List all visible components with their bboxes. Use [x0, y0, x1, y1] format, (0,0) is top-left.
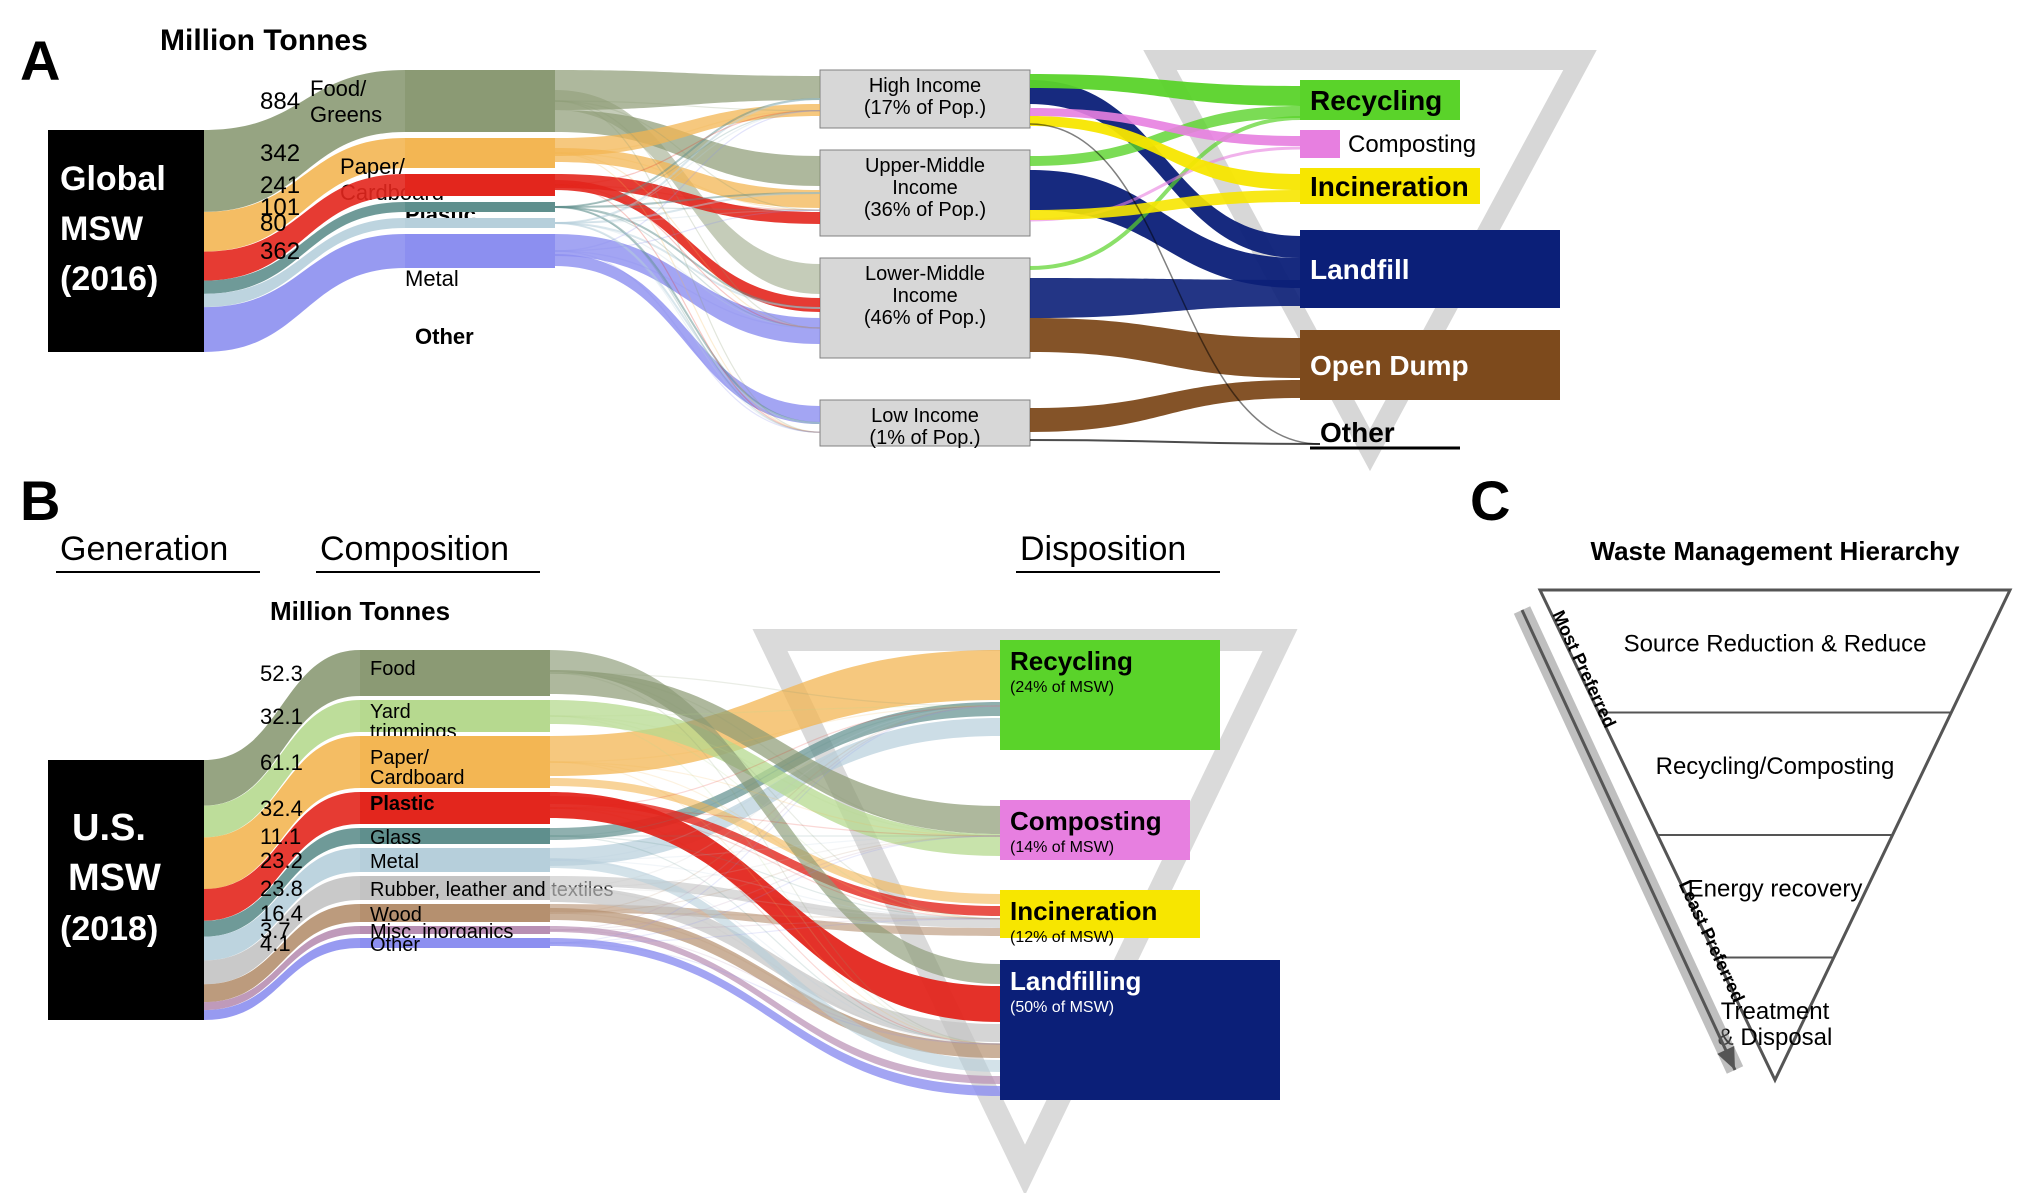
svg-text:(14% of MSW): (14% of MSW): [1010, 839, 1114, 856]
figure-svg: A Million Tonnes Global MSW (2016) 884 Food/Gr…: [0, 0, 2042, 1193]
svg-text:61.1: 61.1: [260, 750, 303, 775]
svg-text:Recycling/Composting: Recycling/Composting: [1656, 753, 1895, 780]
svg-text:Glass: Glass: [370, 827, 421, 849]
svg-text:& Disposal: & Disposal: [1718, 1024, 1833, 1051]
svg-text:Global: Global: [60, 160, 166, 198]
svg-text:(2018): (2018): [60, 910, 158, 948]
svg-text:Open Dump: Open Dump: [1310, 350, 1469, 381]
svg-text:Food: Food: [370, 658, 416, 680]
svg-text:Metal: Metal: [405, 266, 459, 291]
svg-text:32.1: 32.1: [260, 704, 303, 729]
svg-text:(46% of Pop.): (46% of Pop.): [864, 307, 986, 329]
svg-text:Million Tonnes: Million Tonnes: [270, 596, 450, 626]
svg-text:Food/: Food/: [310, 76, 367, 101]
svg-text:Disposition: Disposition: [1020, 530, 1186, 568]
svg-text:342: 342: [260, 140, 300, 167]
svg-text:B: B: [20, 469, 60, 532]
svg-text:High Income: High Income: [869, 75, 981, 97]
svg-text:Composting: Composting: [1348, 131, 1476, 158]
svg-text:Upper-Middle: Upper-Middle: [865, 155, 985, 177]
svg-text:Other: Other: [370, 934, 420, 956]
svg-text:23.2: 23.2: [260, 848, 303, 873]
svg-text:Cardboard: Cardboard: [370, 767, 465, 789]
svg-text:MSW: MSW: [68, 857, 161, 899]
svg-text:362: 362: [260, 238, 300, 265]
figure-root: A Million Tonnes Global MSW (2016) 884 Food/Gr…: [0, 0, 2042, 1193]
svg-text:Recycling: Recycling: [1010, 646, 1133, 676]
svg-text:(24% of MSW): (24% of MSW): [1010, 679, 1114, 696]
svg-text:Landfill: Landfill: [1310, 254, 1410, 285]
svg-text:C: C: [1470, 469, 1510, 532]
svg-text:U.S.: U.S.: [72, 807, 146, 849]
svg-text:Plastic: Plastic: [370, 793, 434, 815]
svg-text:32.4: 32.4: [260, 796, 303, 821]
svg-text:Million Tonnes: Million Tonnes: [160, 24, 368, 57]
svg-text:Waste Management Hierarchy: Waste Management Hierarchy: [1591, 536, 1960, 566]
svg-text:(12% of MSW): (12% of MSW): [1010, 929, 1114, 946]
svg-text:Energy recovery: Energy recovery: [1688, 875, 1863, 902]
svg-text:Generation: Generation: [60, 530, 228, 568]
svg-text:(2016): (2016): [60, 260, 158, 298]
svg-text:Landfilling: Landfilling: [1010, 966, 1141, 996]
svg-text:Paper/: Paper/: [370, 747, 429, 769]
svg-text:52.3: 52.3: [260, 661, 303, 686]
svg-text:(1% of Pop.): (1% of Pop.): [869, 427, 980, 449]
svg-text:(36% of Pop.): (36% of Pop.): [864, 199, 986, 221]
svg-text:80: 80: [260, 210, 287, 237]
svg-text:Composition: Composition: [320, 530, 509, 568]
svg-text:Composting: Composting: [1010, 806, 1162, 836]
svg-text:Other: Other: [415, 324, 474, 349]
svg-text:Metal: Metal: [370, 851, 419, 873]
svg-text:Source Reduction & Reduce: Source Reduction & Reduce: [1624, 630, 1927, 657]
svg-text:884: 884: [260, 88, 300, 115]
svg-text:11.1: 11.1: [260, 824, 301, 849]
svg-text:Incineration: Incineration: [1310, 171, 1469, 202]
svg-text:Low Income: Low Income: [871, 405, 979, 427]
svg-text:Recycling: Recycling: [1310, 85, 1442, 116]
svg-text:4.1: 4.1: [260, 931, 291, 956]
svg-text:23.8: 23.8: [260, 876, 303, 901]
svg-text:Greens: Greens: [310, 102, 382, 127]
svg-text:Income: Income: [892, 177, 958, 199]
svg-text:Lower-Middle: Lower-Middle: [865, 263, 985, 285]
svg-text:Yard: Yard: [370, 701, 411, 723]
svg-text:Income: Income: [892, 285, 958, 307]
svg-text:(50% of MSW): (50% of MSW): [1010, 999, 1114, 1016]
svg-text:Other: Other: [1320, 417, 1395, 448]
svg-text:Incineration: Incineration: [1010, 896, 1157, 926]
svg-text:A: A: [20, 29, 60, 92]
svg-text:MSW: MSW: [60, 210, 144, 248]
svg-text:(17% of Pop.): (17% of Pop.): [864, 97, 986, 119]
